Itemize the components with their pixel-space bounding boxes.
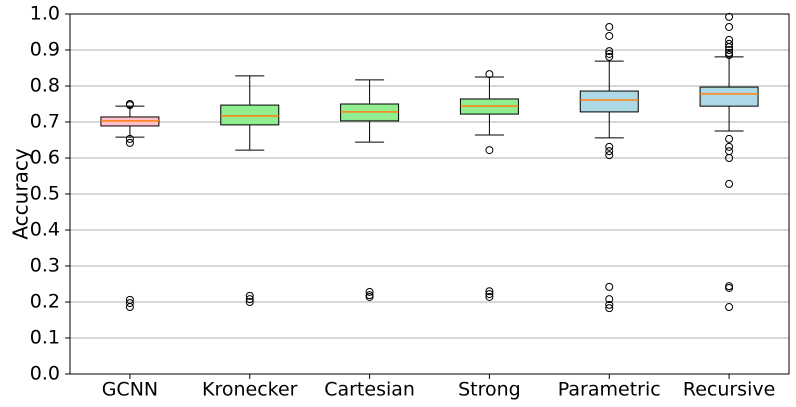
- box: [220, 104, 280, 126]
- outlier: [725, 12, 734, 21]
- x-tick-label: Kronecker: [202, 379, 298, 401]
- outlier: [605, 31, 614, 40]
- y-tick-label: 0.2: [30, 291, 60, 313]
- y-tick-label: 0.1: [30, 327, 60, 349]
- y-tick-label: 1.0: [30, 3, 60, 25]
- plot-frame: [69, 13, 790, 375]
- outlier: [365, 287, 374, 296]
- x-tick-label: GCNN: [102, 379, 158, 401]
- box: [579, 90, 639, 113]
- outlier: [605, 151, 614, 160]
- y-tick-label: 0.3: [30, 255, 60, 277]
- outlier: [605, 47, 614, 56]
- outlier: [125, 138, 134, 147]
- outlier: [485, 290, 494, 299]
- outlier: [605, 147, 614, 156]
- outlier: [245, 291, 254, 300]
- outlier: [605, 304, 614, 313]
- outlier: [605, 282, 614, 291]
- outlier: [725, 179, 734, 188]
- outlier: [605, 295, 614, 304]
- outlier: [485, 292, 494, 301]
- y-tick-label: 0.8: [30, 75, 60, 97]
- y-tick-label: 0.9: [30, 39, 60, 61]
- outlier: [125, 101, 134, 110]
- outlier: [725, 303, 734, 312]
- outlier: [605, 52, 614, 61]
- box: [699, 86, 759, 107]
- outlier: [725, 48, 734, 57]
- outlier: [725, 39, 734, 48]
- outlier: [725, 154, 734, 162]
- outlier: [125, 303, 134, 312]
- y-tick-label: 0.4: [30, 219, 60, 241]
- outlier: [725, 147, 734, 156]
- x-tick-label: Cartesian: [324, 379, 415, 401]
- outlier: [725, 283, 734, 292]
- outlier: [605, 49, 614, 58]
- outlier: [485, 146, 494, 155]
- outlier: [725, 142, 734, 151]
- y-axis-label: Accuracy: [9, 148, 33, 239]
- outlier: [365, 292, 374, 301]
- outlier: [245, 295, 254, 304]
- outlier: [485, 70, 494, 79]
- x-tick-label: Parametric: [558, 379, 661, 401]
- outlier: [605, 22, 614, 31]
- outlier: [725, 46, 734, 54]
- outlier: [485, 287, 494, 296]
- outlier: [605, 142, 614, 151]
- outlier: [725, 43, 734, 52]
- x-tick-label: Strong: [458, 379, 521, 401]
- outlier: [245, 298, 254, 306]
- outlier: [125, 299, 134, 308]
- outlier: [605, 300, 614, 309]
- outlier: [725, 51, 734, 60]
- y-tick-label: 0.6: [30, 147, 60, 169]
- x-tick-label: Recursive: [683, 379, 775, 401]
- outlier: [725, 134, 734, 143]
- y-tick-label: 0.0: [30, 363, 60, 385]
- y-tick-label: 0.5: [30, 183, 60, 205]
- y-tick-label: 0.7: [30, 111, 60, 133]
- outlier: [125, 134, 134, 143]
- outlier: [725, 22, 734, 31]
